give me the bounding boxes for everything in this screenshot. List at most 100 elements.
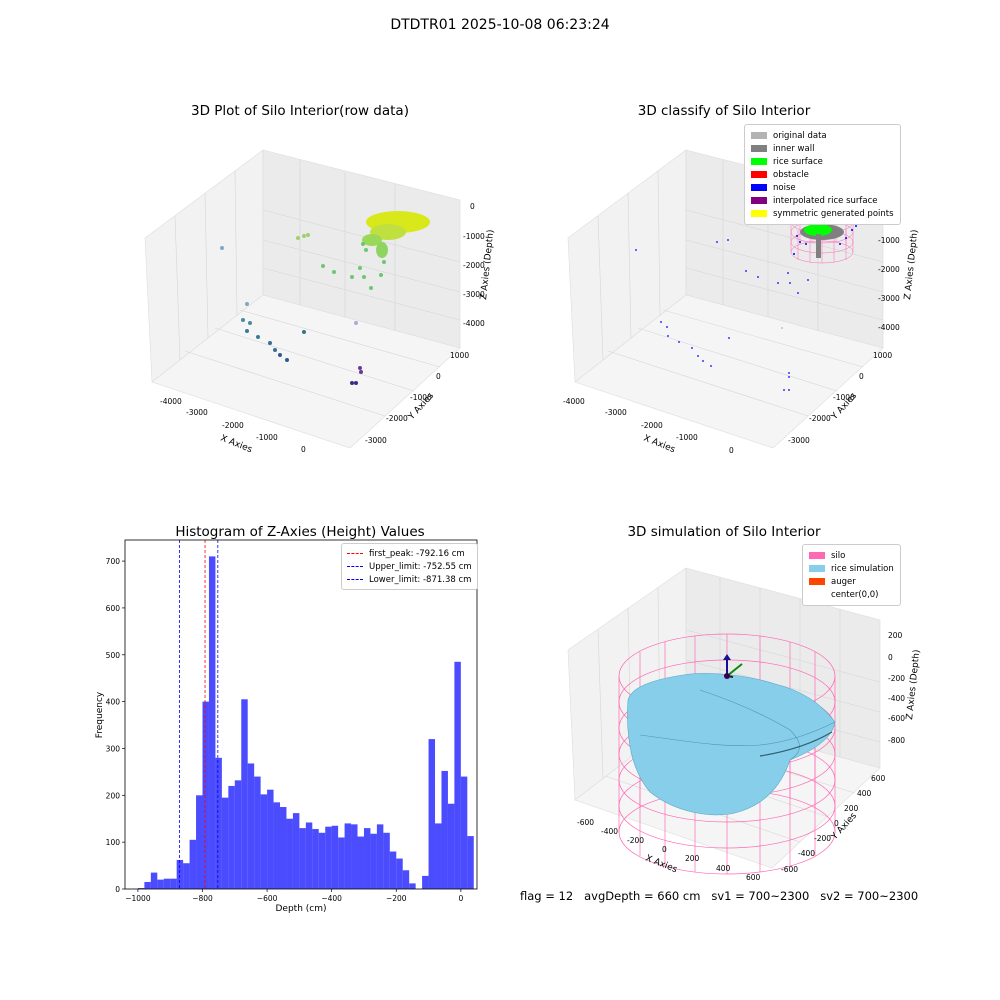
- svg-text:-600: -600: [577, 818, 594, 827]
- classify-legend: original data inner wall rice surface ob…: [744, 124, 901, 225]
- sim-legend: silo rice simulation auger center(0,0): [802, 544, 901, 606]
- x-tick-label: −600: [257, 894, 278, 903]
- svg-text:0: 0: [888, 653, 893, 662]
- histogram-bar: [305, 822, 313, 889]
- x-tick-label: 0: [458, 894, 463, 903]
- svg-text:-2000: -2000: [878, 265, 900, 274]
- svg-text:-200: -200: [627, 836, 644, 845]
- svg-text:-400: -400: [888, 694, 905, 703]
- legend-item-upper-limit: Upper_limit: -752.55 cm: [347, 560, 472, 573]
- svg-text:-4000: -4000: [878, 323, 900, 332]
- histogram-y-label: Frequency: [95, 691, 105, 738]
- classify-plot-title: 3D classify of Silo Interior: [637, 103, 811, 119]
- svg-text:-2000: -2000: [809, 414, 831, 423]
- svg-text:-2000: -2000: [222, 421, 244, 430]
- histogram-bar: [144, 881, 151, 889]
- y-tick-label: 100: [106, 838, 121, 847]
- y-tick-label: 500: [106, 651, 121, 660]
- auger-icon: [723, 654, 743, 679]
- svg-text:0: 0: [301, 445, 306, 454]
- histogram-bar: [409, 883, 416, 889]
- histogram-bar: [202, 701, 209, 889]
- svg-text:-1000: -1000: [676, 433, 698, 442]
- histogram-bar: [170, 878, 177, 889]
- svg-text:-1000: -1000: [833, 393, 855, 402]
- svg-text:-3000: -3000: [186, 408, 208, 417]
- histogram-bar: [325, 826, 332, 889]
- histogram-bar: [273, 802, 281, 889]
- histogram-bar: [460, 776, 468, 889]
- x-tick-label: −800: [192, 894, 213, 903]
- histogram-bar: [396, 858, 403, 889]
- histogram-bar: [357, 836, 364, 889]
- svg-text:0: 0: [834, 819, 839, 828]
- raw-plot-title: 3D Plot of Silo Interior(row data): [191, 103, 409, 119]
- histogram-bar: [312, 829, 319, 889]
- histogram-bar: [286, 818, 293, 889]
- svg-text:1000: 1000: [873, 351, 892, 360]
- histogram-bar: [338, 837, 345, 889]
- histogram-bar: [351, 824, 358, 889]
- histogram-bar: [157, 879, 164, 889]
- y-tick-label: 300: [106, 744, 121, 753]
- histogram-bar: [441, 770, 448, 889]
- histogram-bars: [137, 556, 474, 889]
- legend-item-rice-simulation: rice simulation: [809, 562, 894, 575]
- svg-text:200: 200: [888, 631, 903, 640]
- svg-text:1000: 1000: [450, 351, 469, 360]
- histogram-bar: [221, 797, 229, 889]
- sim-plot-title: 3D simulation of Silo Interior: [627, 524, 821, 540]
- histogram-frame: [124, 539, 478, 890]
- histogram-bar: [247, 763, 255, 889]
- histogram-title: Histogram of Z-Axies (Height) Values: [175, 524, 425, 540]
- sim-z-label: Z Axies (Depth): [905, 649, 922, 720]
- histogram-bar: [176, 859, 184, 889]
- svg-text:-4000: -4000: [463, 319, 485, 328]
- sim-z-ticks: 200 0 -200 -400 -600 -800: [888, 631, 905, 745]
- y-tick-label: 600: [106, 604, 121, 613]
- histogram-bar: [196, 795, 203, 889]
- svg-text:-2000: -2000: [463, 261, 485, 270]
- legend-item-silo: silo: [809, 549, 894, 562]
- svg-text:0: 0: [470, 202, 475, 211]
- y-tick-label: 700: [106, 557, 121, 566]
- classify-point-cloud: [635, 210, 857, 391]
- status-footer: flag = 12 avgDepth = 660 cm sv1 = 700~23…: [520, 889, 919, 903]
- legend-item-center: center(0,0): [809, 588, 894, 601]
- svg-text:-3000: -3000: [463, 290, 485, 299]
- legend-item-rice-surface: rice surface: [751, 155, 894, 168]
- histogram-bar: [267, 789, 274, 889]
- histogram-bar: [318, 832, 326, 889]
- x-tick-label: −400: [321, 894, 342, 903]
- raw-z-ticks: 0 -1000 -2000 -3000 -4000: [463, 202, 485, 328]
- histogram-bar: [376, 824, 384, 889]
- svg-text:-3000: -3000: [878, 294, 900, 303]
- legend-item-auger: auger: [809, 575, 894, 588]
- svg-text:-2000: -2000: [641, 421, 663, 430]
- svg-text:-3000: -3000: [605, 408, 627, 417]
- histogram-bar: [402, 870, 410, 889]
- svg-text:-3000: -3000: [788, 436, 810, 445]
- svg-text:-1000: -1000: [463, 232, 485, 241]
- svg-text:0: 0: [662, 845, 667, 854]
- legend-item-lower-limit: Lower_limit: -871.38 cm: [347, 573, 472, 586]
- y-tick-label: 200: [106, 791, 121, 800]
- svg-text:0: 0: [859, 372, 864, 381]
- legend-item-first-peak: first_peak: -792.16 cm: [347, 547, 472, 560]
- histogram-bar: [260, 794, 268, 889]
- svg-text:-600: -600: [781, 865, 798, 874]
- histogram-legend: first_peak: -792.16 cm Upper_limit: -752…: [341, 543, 478, 590]
- histogram-bar: [163, 878, 171, 889]
- histogram-x-label: Depth (cm): [275, 904, 326, 914]
- legend-item-symmetric: symmetric generated points: [751, 207, 894, 220]
- sim-x-ticks: -600 -400 -200 0 200 400 600: [577, 818, 761, 882]
- svg-text:200: 200: [844, 804, 859, 813]
- histogram-bar: [137, 888, 145, 889]
- svg-text:400: 400: [857, 789, 872, 798]
- histogram-bar: [215, 757, 222, 889]
- svg-text:200: 200: [685, 854, 700, 863]
- svg-text:0: 0: [729, 446, 734, 455]
- sim-y-ticks: 600 400 200 0 -200 -400 -600: [781, 774, 886, 874]
- svg-text:-600: -600: [888, 714, 905, 723]
